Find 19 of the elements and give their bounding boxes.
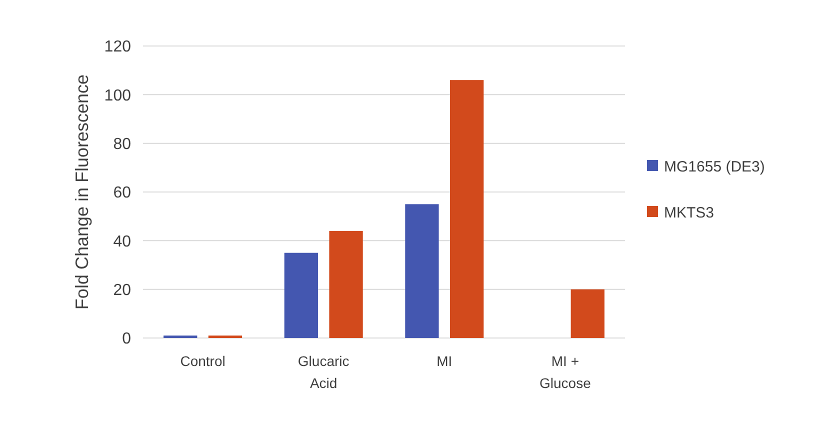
bar <box>405 204 439 338</box>
y-tick-label: 20 <box>113 282 132 299</box>
legend-label: MG1655 (DE3) <box>664 158 765 176</box>
y-tick-label: 60 <box>113 184 132 202</box>
y-tick-label: 40 <box>113 233 132 250</box>
y-tick-label: 0 <box>122 330 132 348</box>
x-tick-label: Control <box>180 353 226 369</box>
x-tick-label: MI + Glucose <box>540 353 592 391</box>
y-tick-label: 100 <box>104 87 132 104</box>
bar <box>450 80 484 338</box>
x-tick-label: MI <box>436 353 452 369</box>
bar <box>284 252 318 338</box>
y-tick-label: 80 <box>113 136 132 153</box>
bar <box>329 230 363 338</box>
legend-label: MKTS3 <box>664 204 714 222</box>
y-tick-label: 120 <box>104 38 132 56</box>
y-axis-title: Fold Change in Fluorescence <box>72 74 92 310</box>
x-tick-label: Glucaric Acid <box>298 353 350 391</box>
bar <box>570 289 604 338</box>
